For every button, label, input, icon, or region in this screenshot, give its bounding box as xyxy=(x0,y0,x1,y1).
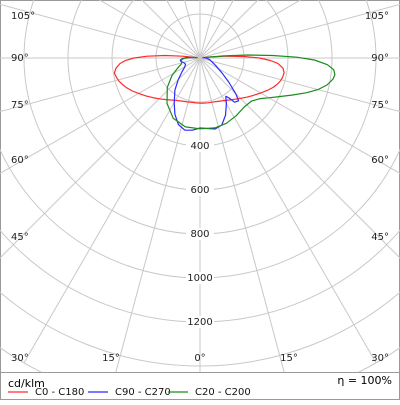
grid-spoke xyxy=(98,0,201,59)
grid-spoke xyxy=(0,3,201,59)
angle-label: 30° xyxy=(371,353,389,364)
angle-label: 90° xyxy=(371,53,389,64)
grid-spoke xyxy=(115,57,201,372)
angle-label: 15° xyxy=(280,353,298,364)
radial-tick-label: 1200 xyxy=(187,317,212,328)
angle-label: 75° xyxy=(11,100,29,111)
series-curve-2 xyxy=(173,56,240,131)
angle-label: 60° xyxy=(371,155,389,166)
angle-label: 30° xyxy=(11,353,29,364)
legend-label-2: C90 - C270 xyxy=(115,387,171,398)
grid-spoke xyxy=(183,0,201,59)
radial-tick-label: 1000 xyxy=(187,273,212,284)
intensity-curves xyxy=(113,54,336,131)
grid-spoke xyxy=(199,0,217,59)
angle-label: 15° xyxy=(102,353,120,364)
angle-label: 60° xyxy=(11,155,29,166)
angle-label: 0° xyxy=(194,353,205,364)
series-curve-3 xyxy=(166,54,336,130)
angle-label: 45° xyxy=(11,232,29,243)
angle-label: 90° xyxy=(11,53,29,64)
series-curve-1 xyxy=(113,54,285,104)
grid-spoke xyxy=(199,57,377,364)
grid-spoke xyxy=(0,57,201,113)
legend: C0 - C180 C90 - C270 C20 - C200 xyxy=(8,387,251,398)
legend-label-1: C0 - C180 xyxy=(35,387,84,398)
grid-spoke xyxy=(199,57,400,113)
radial-tick-label-bg xyxy=(186,184,214,196)
radial-tick-label-bg xyxy=(186,228,214,240)
unit-label: cd/klm xyxy=(8,377,45,390)
legend-label-3: C20 - C200 xyxy=(195,387,251,398)
radial-tick-label: 400 xyxy=(190,141,209,152)
angle-label: 105° xyxy=(365,11,389,22)
radial-tick-label: 600 xyxy=(190,185,209,196)
angle-label: 105° xyxy=(11,11,35,22)
grid-spoke xyxy=(199,57,400,175)
angle-label: 45° xyxy=(371,232,389,243)
grid-spoke xyxy=(199,3,400,59)
radial-tick-labels: 400 600 800 1000 1200 xyxy=(186,140,214,328)
radial-tick-label-bg xyxy=(186,272,214,284)
grid-spoke xyxy=(141,0,201,59)
grid-spoke xyxy=(199,57,400,259)
angle-labels: 105° 105° 90° 90° 75° 75° 60° 60° 45° 45° 30° 30° 15… xyxy=(11,11,389,364)
grid-spoke xyxy=(199,0,235,59)
angle-label: 75° xyxy=(371,100,389,111)
radial-tick-label-bg xyxy=(186,140,214,152)
grid-spoke xyxy=(199,0,302,59)
efficiency-label: η = 100% xyxy=(337,374,392,387)
grid-spoke xyxy=(199,0,259,59)
grid-spoke xyxy=(165,0,201,59)
grid-spoke xyxy=(23,57,201,364)
radial-tick-label: 800 xyxy=(190,229,209,240)
grid-spoke xyxy=(199,57,285,372)
radial-tick-label-bg xyxy=(186,316,214,328)
grid-spoke xyxy=(0,57,201,259)
grid-spoke xyxy=(0,57,201,175)
